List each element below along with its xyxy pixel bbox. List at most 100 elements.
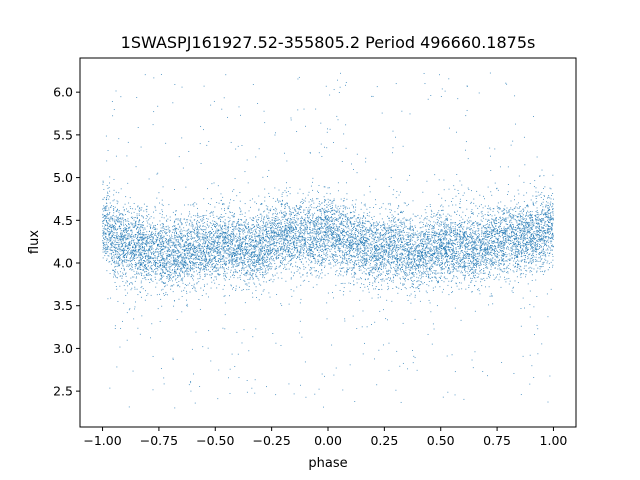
data-point [443, 179, 445, 181]
data-point [214, 248, 216, 250]
data-point [528, 224, 530, 226]
data-point [162, 227, 163, 229]
data-point [289, 222, 290, 224]
data-point [482, 260, 484, 262]
data-point [228, 377, 229, 379]
data-point [350, 236, 352, 238]
data-point [436, 256, 438, 258]
data-point [291, 248, 293, 250]
data-point [113, 237, 115, 239]
data-point [284, 258, 286, 260]
data-point [384, 245, 386, 247]
data-point [288, 227, 290, 229]
data-point [330, 208, 332, 209]
data-point [456, 268, 457, 270]
data-point [517, 241, 519, 243]
data-point [403, 260, 405, 262]
data-point [481, 220, 483, 222]
data-point [239, 244, 240, 246]
data-point [392, 194, 394, 196]
data-point [550, 240, 552, 242]
data-point [255, 216, 257, 218]
data-point [509, 249, 511, 251]
data-point [117, 208, 119, 210]
data-point [544, 223, 546, 225]
data-point [151, 231, 152, 233]
data-point [135, 221, 137, 222]
data-point [189, 245, 191, 246]
data-point [302, 218, 303, 219]
data-point [205, 227, 207, 229]
data-point [159, 220, 161, 222]
data-point [344, 216, 346, 218]
data-point [385, 230, 387, 232]
data-point [501, 258, 503, 260]
data-point [406, 251, 408, 253]
data-point [438, 193, 440, 195]
data-point [544, 237, 546, 238]
data-point [226, 248, 228, 249]
data-point [491, 242, 493, 244]
data-point [327, 241, 329, 243]
data-point [213, 224, 215, 225]
data-point [184, 257, 186, 259]
data-point [148, 250, 149, 252]
data-point [343, 243, 345, 245]
data-point [447, 253, 448, 255]
data-point [299, 233, 301, 235]
data-point [294, 234, 296, 236]
data-point [382, 227, 384, 229]
data-point [354, 272, 356, 274]
data-point [229, 240, 231, 241]
data-point [466, 237, 468, 239]
data-point [536, 214, 538, 216]
data-point [220, 264, 222, 266]
data-point [376, 275, 378, 277]
data-point [241, 251, 243, 253]
data-point [308, 201, 310, 203]
data-point [401, 241, 403, 243]
data-point [341, 238, 343, 240]
data-point [199, 247, 201, 249]
data-point [166, 270, 168, 272]
data-point [259, 265, 261, 267]
data-point [310, 221, 312, 223]
data-point [286, 213, 288, 215]
data-point [113, 218, 115, 220]
data-point [436, 213, 438, 215]
data-point [550, 198, 552, 200]
data-point [396, 260, 398, 262]
data-point [197, 207, 198, 209]
data-point [442, 248, 444, 250]
data-point [274, 274, 276, 276]
data-point [439, 231, 441, 233]
data-point [371, 230, 373, 232]
data-point [377, 255, 379, 257]
data-point [268, 237, 270, 239]
data-point [181, 278, 183, 280]
data-point [373, 261, 375, 263]
data-point [402, 254, 404, 256]
data-point [534, 215, 536, 217]
data-point [111, 234, 113, 236]
data-point [509, 243, 510, 245]
data-point [351, 261, 353, 263]
data-point [321, 259, 323, 261]
data-point [367, 220, 369, 222]
data-point [268, 237, 270, 239]
data-point [232, 221, 234, 223]
data-point [455, 260, 457, 262]
data-point [210, 259, 212, 261]
data-point [225, 246, 227, 248]
data-point [157, 245, 159, 247]
data-point [336, 232, 338, 234]
data-point [483, 270, 485, 272]
data-point [300, 212, 302, 214]
data-point [475, 231, 476, 233]
data-point [537, 230, 539, 231]
data-point [189, 291, 191, 293]
data-point [538, 227, 540, 229]
data-point [278, 254, 280, 256]
data-point [549, 222, 550, 224]
data-point [192, 287, 193, 289]
